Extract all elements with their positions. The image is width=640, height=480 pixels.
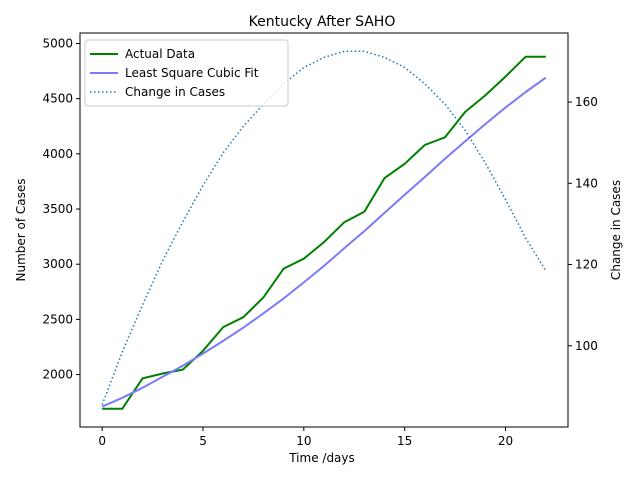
series-line-1 (101, 76, 547, 408)
legend-box (84, 39, 289, 107)
series-line-0 (102, 55, 546, 410)
y2-axis-label: Change in Cases (609, 180, 623, 280)
y-axis-right: 100 120 140 160 (568, 95, 598, 353)
plot-frame (79, 32, 569, 428)
y-tick-label: 3500 (42, 202, 73, 216)
y-tick-label: 4500 (42, 92, 73, 106)
y-tick-label: 5000 (42, 36, 73, 50)
x-axis-label: Time /days (288, 451, 355, 465)
x-tick-label: 0 (98, 434, 106, 448)
y-axis-left: 2000 2500 3000 3500 4000 4500 5000 (42, 36, 80, 382)
y-axis-label: Number of Cases (14, 178, 28, 281)
y2-tick-label: 160 (575, 95, 598, 109)
x-tick-label: 15 (397, 434, 412, 448)
y2-tick-label: 120 (575, 258, 598, 272)
y-tick-label: 3000 (42, 257, 73, 271)
plot-area (101, 50, 547, 410)
x-tick-label: 10 (296, 434, 311, 448)
y2-tick-label: 140 (575, 176, 598, 190)
legend: Actual Data Least Square Cubic Fit Change … (84, 39, 289, 107)
y-tick-label: 2000 (42, 368, 73, 382)
x-tick-label: 5 (199, 434, 207, 448)
y2-tick-label: 100 (575, 339, 598, 353)
x-axis: 0 5 10 15 20 (98, 427, 513, 448)
chart-title: Kentucky After SAHO (249, 14, 396, 30)
legend-label: Actual Data (125, 47, 195, 61)
series-line-2 (101, 50, 547, 405)
x-tick-label: 20 (498, 434, 513, 448)
legend-label: Least Square Cubic Fit (125, 66, 259, 80)
legend-label: Change in Cases (125, 85, 225, 99)
y-tick-label: 4000 (42, 147, 73, 161)
y-tick-label: 2500 (42, 312, 73, 326)
